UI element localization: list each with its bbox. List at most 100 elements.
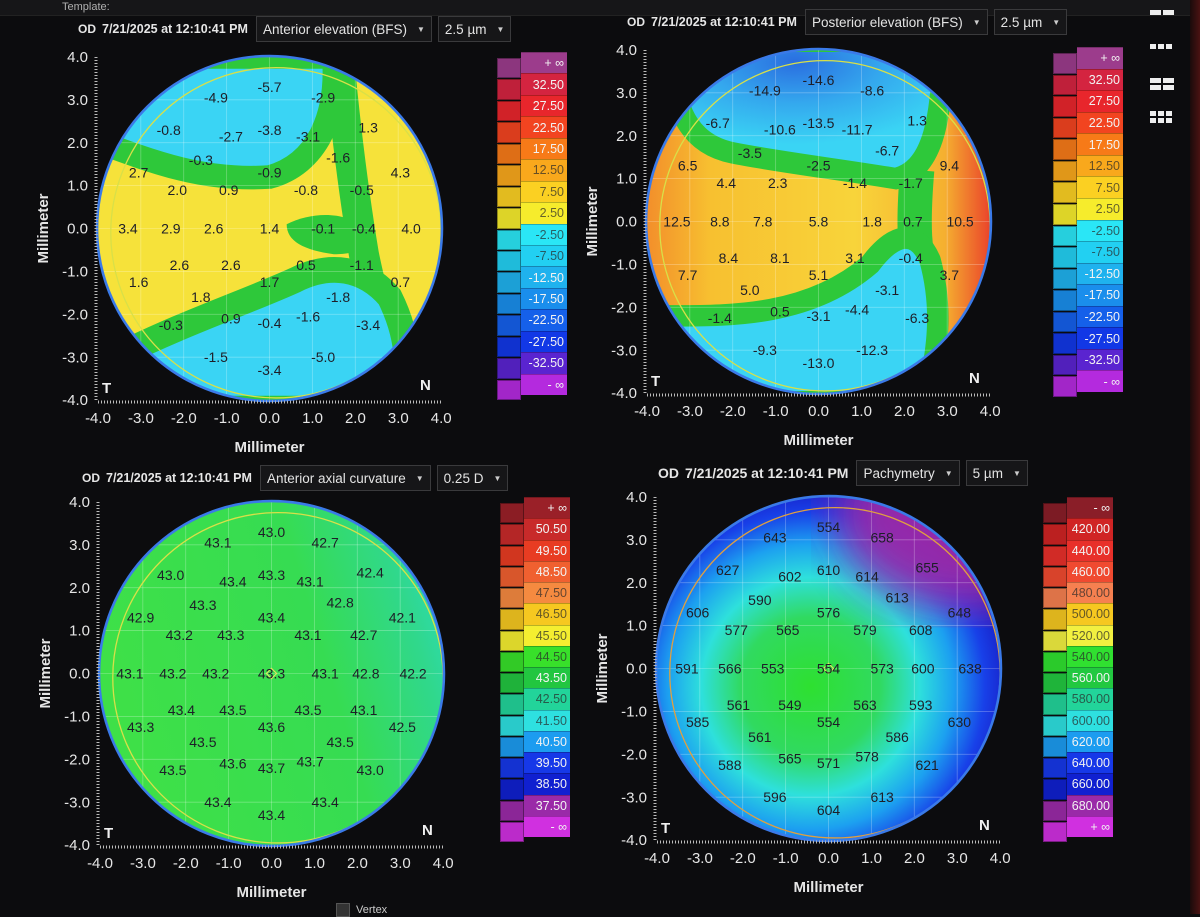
legend-entry: 22.50 (1053, 111, 1123, 139)
legend-swatch (500, 800, 524, 821)
legend-label: -32.50 (521, 352, 567, 374)
map-value: 588 (718, 757, 742, 773)
x-tick-label: 1.0 (861, 850, 882, 867)
legend-label: 40.50 (524, 730, 570, 752)
legend-swatch (497, 122, 521, 143)
map-value: 596 (763, 789, 787, 805)
x-tick-label: 4.0 (431, 410, 452, 427)
legend-swatch (1043, 588, 1067, 609)
legend-entry: 44.50 (500, 645, 570, 672)
nasal-label: N (979, 817, 990, 834)
step-dropdown[interactable]: 2.5 µm ▼ (437, 16, 512, 42)
legend-entry: 50.50 (500, 518, 570, 545)
map-value: 43.6 (258, 719, 285, 735)
legend-entry: 17.50 (497, 137, 567, 165)
map-value: 554 (817, 714, 841, 730)
legend-label: -7.50 (1077, 241, 1123, 263)
color-scale-legend: + ∞ 32.50 27.50 22.50 17.50 12.50 7.50 2.50 -2.5… (497, 52, 567, 400)
legend-entry: -2.50 (1053, 219, 1123, 247)
legend-label: -27.50 (1077, 327, 1123, 349)
map-value: 565 (776, 622, 800, 638)
topography-map[interactable]: 4.03.02.01.00.0-1.0-2.0-3.0-4.0-4.0 -3.0-… (35, 37, 468, 467)
legend-swatch (1043, 651, 1067, 672)
legend-entry: -7.50 (1053, 241, 1123, 268)
legend-swatch (497, 58, 521, 79)
x-tick-label: 0.0 (261, 855, 282, 872)
topography-map[interactable]: 4.03.02.01.00.0-1.0-2.0-3.0-4.0-4.0 -3.0-… (37, 482, 470, 912)
color-scale-legend: + ∞ 50.50 49.50 48.50 47.50 46.50 45.50 44.50 43… (500, 497, 570, 842)
legend-label: 480.00 (1067, 582, 1113, 604)
step-dropdown[interactable]: 0.25 D ▼ (436, 465, 509, 491)
map-value: 43.7 (258, 760, 285, 776)
map-type-dropdown[interactable]: Anterior elevation (BFS) ▼ (255, 16, 432, 42)
y-axis-title: Millimeter (594, 633, 611, 703)
y-tick-label: 0.0 (67, 221, 88, 238)
legend-swatch (1053, 203, 1077, 225)
three-by-two-layout-icon[interactable] (1150, 111, 1172, 123)
three-column-layout-icon[interactable] (1150, 44, 1172, 49)
legend-label: 22.50 (521, 116, 567, 138)
map-value: 561 (748, 729, 772, 745)
step-dropdown[interactable]: 2.5 µm ▼ (993, 9, 1068, 35)
step-dropdown[interactable]: 5 µm ▼ (965, 460, 1028, 486)
map-value: 43.4 (258, 807, 285, 823)
map-value: -0.8 (157, 122, 181, 138)
map-value: 600 (911, 661, 935, 677)
map-value: -9.3 (753, 342, 777, 358)
legend-label: 640.00 (1067, 752, 1113, 774)
legend-entry: -27.50 (1053, 327, 1123, 354)
two-column-layout-icon[interactable] (1150, 10, 1174, 15)
y-tick-label: 1.0 (626, 618, 647, 635)
y-tick-label: -4.0 (62, 392, 88, 409)
map-value: 1.7 (260, 274, 280, 290)
x-tick-label: -1.0 (214, 410, 240, 427)
map-type-dropdown[interactable]: Anterior axial curvature ▼ (259, 465, 431, 491)
legend-swatch (1043, 694, 1067, 715)
map-value: -0.8 (294, 182, 318, 198)
topography-map[interactable]: 4.03.02.01.00.0-1.0-2.0-3.0-4.0-4.0 -3.0-… (594, 477, 1027, 907)
legend-swatch (1053, 268, 1077, 290)
legend-swatch (500, 651, 524, 672)
map-value: 566 (718, 661, 742, 677)
map-value: 42.8 (327, 595, 354, 611)
map-value: -4.9 (204, 90, 228, 106)
vertex-marker-icon (822, 662, 835, 675)
legend-label: 12.50 (521, 159, 567, 181)
legend-label: 680.00 (1067, 794, 1113, 816)
legend-entry: 27.50 (1053, 90, 1123, 117)
map-value: 5.0 (740, 282, 760, 298)
map-value: 43.3 (258, 567, 285, 583)
legend-entry: 12.50 (497, 159, 567, 186)
legend-swatch (500, 588, 524, 609)
legend-entry: - ∞ (500, 815, 570, 842)
map-value: 42.1 (389, 610, 416, 626)
legend-swatch (497, 315, 521, 336)
x-tick-label: -4.0 (644, 850, 670, 867)
map-value: 573 (870, 661, 894, 677)
color-map (97, 56, 442, 401)
nasal-label: N (422, 822, 433, 839)
legend-label: 600.00 (1067, 709, 1113, 731)
legend-entry: 45.50 (500, 624, 570, 651)
temporal-label: T (102, 380, 111, 397)
x-tick-label: 0.0 (808, 403, 829, 420)
legend-swatch (1043, 758, 1067, 779)
map-value: 43.1 (296, 573, 323, 589)
map-value: 627 (716, 562, 740, 578)
map-value: 586 (885, 729, 909, 745)
map-value: -0.4 (352, 221, 376, 237)
map-value: -3.1 (296, 128, 320, 144)
two-by-two-layout-icon[interactable] (1150, 78, 1174, 90)
y-tick-label: 2.0 (616, 128, 637, 145)
map-value: -0.9 (257, 165, 281, 181)
map-type-dropdown[interactable]: Posterior elevation (BFS) ▼ (804, 9, 988, 35)
legend-entry: 460.00 (1043, 560, 1113, 587)
legend-label: - ∞ (521, 373, 567, 395)
y-tick-label: -1.0 (64, 709, 90, 726)
map-value: -0.4 (899, 250, 923, 266)
map-type-dropdown[interactable]: Pachymetry ▼ (856, 460, 960, 486)
topography-map[interactable]: 4.03.02.01.00.0-1.0-2.0-3.0-4.0-4.0 -3.0-… (584, 30, 1017, 460)
map-header: OD 7/21/2025 at 12:10:41 PM Anterior axial… (82, 465, 509, 491)
map-value: 43.3 (217, 627, 244, 643)
y-tick-label: -3.0 (611, 342, 637, 359)
